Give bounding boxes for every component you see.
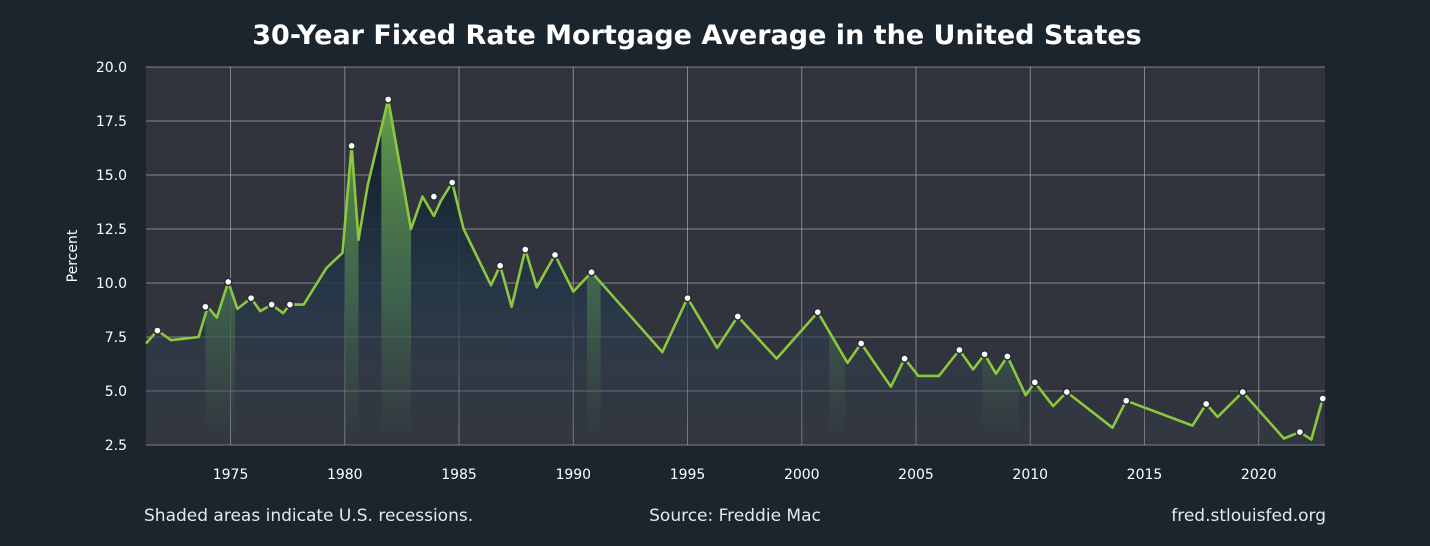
x-tick-label: 2015 xyxy=(1127,467,1163,483)
data-point-marker xyxy=(347,141,357,151)
y-tick-label: 17.5 xyxy=(96,114,127,130)
chart-title: 30-Year Fixed Rate Mortgage Average in t… xyxy=(252,20,1141,51)
data-point-marker xyxy=(587,267,596,277)
data-point-marker xyxy=(1318,394,1328,403)
point-markers xyxy=(153,95,1328,437)
y-tick-label: 5.0 xyxy=(105,384,127,400)
x-tick-label: 2010 xyxy=(1012,467,1048,483)
y-axis-ticks: 2.5 5.0 7.5 10.0 12.5 15.0 17.5 20.0 xyxy=(96,60,127,454)
x-tick-label: 1975 xyxy=(213,467,249,483)
data-point-marker xyxy=(495,261,505,271)
data-point-marker xyxy=(201,302,210,312)
data-point-marker xyxy=(1238,387,1248,397)
data-point-marker xyxy=(429,192,439,201)
data-point-marker xyxy=(153,326,162,335)
data-point-marker xyxy=(1121,396,1131,406)
data-point-marker xyxy=(856,339,866,348)
source-note: Source: Freddie Mac xyxy=(649,506,821,526)
recession-note: Shaded areas indicate U.S. recessions. xyxy=(144,506,473,526)
data-point-marker xyxy=(955,345,964,355)
y-tick-label: 20.0 xyxy=(96,60,127,76)
data-point-marker xyxy=(1062,387,1072,397)
data-point-marker xyxy=(285,300,295,309)
data-point-marker xyxy=(1003,352,1012,361)
x-tick-label: 1995 xyxy=(670,467,706,483)
data-point-marker xyxy=(223,277,233,287)
x-tick-label: 2020 xyxy=(1241,467,1277,483)
data-point-marker xyxy=(447,178,457,187)
data-point-marker xyxy=(733,312,743,321)
data-point-marker xyxy=(980,349,989,359)
y-tick-label: 2.5 xyxy=(105,438,127,454)
data-point-marker xyxy=(383,95,393,104)
x-tick-label: 2000 xyxy=(784,467,820,483)
series-line xyxy=(145,98,1324,441)
y-tick-label: 15.0 xyxy=(96,168,127,184)
data-point-marker xyxy=(246,293,256,303)
x-tick-label: 1990 xyxy=(555,467,591,483)
data-point-marker xyxy=(1030,377,1040,387)
x-tick-label: 1980 xyxy=(327,467,363,483)
y-tick-label: 7.5 xyxy=(105,330,127,346)
data-point-marker xyxy=(1201,399,1211,409)
data-point-marker xyxy=(683,293,692,303)
data-point-marker xyxy=(267,300,277,309)
y-axis-label: Percent xyxy=(65,229,81,282)
x-tick-label: 2005 xyxy=(898,467,934,483)
data-point-marker xyxy=(1295,427,1305,437)
x-tick-label: 1985 xyxy=(441,467,477,483)
data-point-marker xyxy=(813,307,823,317)
data-point-marker xyxy=(520,245,530,254)
site-link[interactable]: fred.stlouisfed.org xyxy=(1171,506,1326,526)
y-tick-label: 10.0 xyxy=(96,276,127,292)
area-fill xyxy=(146,99,1323,446)
x-axis-ticks: 1975 1980 1985 1990 1995 2000 2005 2010 2015 2020 xyxy=(213,467,1277,483)
data-point-marker xyxy=(550,250,560,260)
data-point-marker xyxy=(900,354,909,363)
y-tick-label: 12.5 xyxy=(96,222,127,238)
